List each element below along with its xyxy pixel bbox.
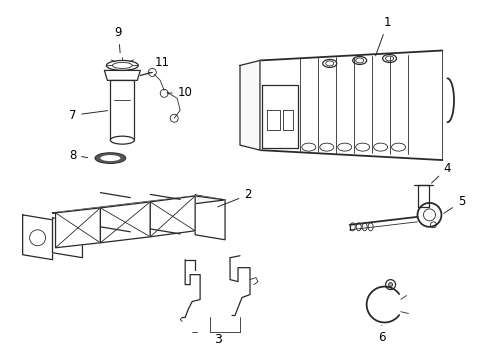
Polygon shape (56, 208, 100, 248)
Text: 3: 3 (214, 333, 222, 346)
Text: 9: 9 (114, 26, 122, 53)
Polygon shape (52, 218, 82, 258)
Circle shape (388, 283, 392, 287)
Polygon shape (417, 185, 428, 207)
Polygon shape (195, 195, 224, 240)
Polygon shape (100, 202, 150, 243)
Text: 2: 2 (217, 188, 251, 207)
Polygon shape (150, 196, 195, 237)
Text: 8: 8 (69, 149, 87, 162)
Polygon shape (104, 71, 140, 80)
Polygon shape (240, 60, 260, 150)
Polygon shape (262, 85, 297, 148)
Ellipse shape (95, 153, 125, 163)
Text: 5: 5 (443, 195, 464, 213)
Ellipse shape (95, 153, 125, 163)
Ellipse shape (100, 155, 120, 161)
Text: 1: 1 (375, 16, 390, 56)
Polygon shape (22, 215, 52, 260)
Ellipse shape (110, 136, 134, 144)
Text: 6: 6 (377, 325, 385, 344)
Text: 11: 11 (148, 56, 169, 73)
Text: 10: 10 (167, 86, 192, 99)
Polygon shape (110, 80, 134, 140)
Text: 4: 4 (430, 162, 450, 183)
Polygon shape (52, 196, 224, 218)
Text: 7: 7 (69, 109, 107, 122)
